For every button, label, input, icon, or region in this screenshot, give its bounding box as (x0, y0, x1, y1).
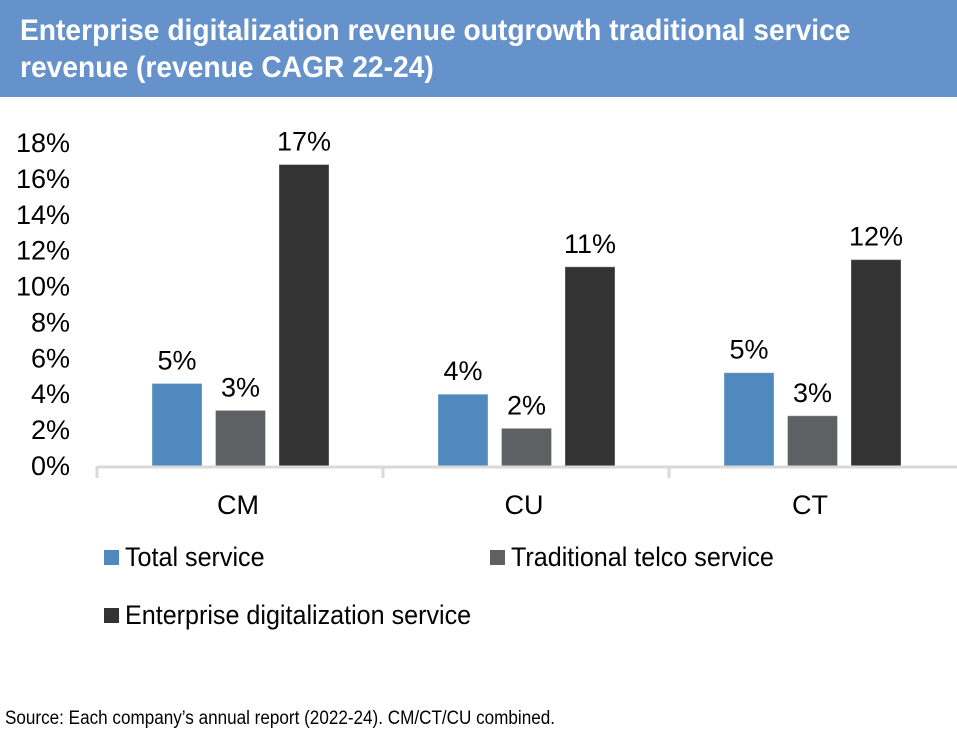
bar-cm-0 (151, 382, 203, 467)
x-tick-label: CM (217, 490, 259, 520)
data-label: 3% (793, 378, 832, 408)
bar-cm-1 (215, 409, 266, 467)
data-label: 12% (849, 222, 903, 252)
y-tick-label: 8% (31, 307, 70, 337)
data-label: 5% (729, 335, 768, 365)
legend-label: Enterprise digitalization service (125, 600, 472, 630)
bar-ct-2 (850, 259, 902, 467)
y-tick-label: 14% (16, 200, 70, 230)
legend: Total service Traditional telco service … (0, 530, 957, 650)
data-label: 4% (443, 356, 482, 386)
bar-cm-2 (278, 164, 330, 467)
x-tick-label: CT (792, 490, 828, 520)
y-axis: 0% 2% 4% 6% 8% 10% 12% 14% 16% 18% (16, 128, 70, 481)
y-tick-label: 18% (16, 128, 70, 158)
bar-cu-1 (501, 427, 552, 467)
y-tick-label: 2% (31, 415, 70, 445)
legend-label: Total service (125, 542, 265, 572)
chart-header: Enterprise digitalization revenue outgro… (0, 0, 957, 97)
legend-item-enterprise-digitalization-service: Enterprise digitalization service (104, 600, 497, 631)
data-label: 3% (221, 372, 260, 402)
legend-swatch (490, 550, 505, 565)
y-tick-label: 0% (31, 451, 70, 481)
bar-ct-1 (787, 415, 838, 467)
x-tick-label: CU (505, 490, 544, 520)
data-label: 5% (157, 345, 196, 375)
legend-swatch (104, 608, 119, 623)
data-label: 2% (507, 390, 546, 420)
bar-cu-2 (564, 266, 616, 467)
y-tick-label: 12% (16, 236, 70, 266)
source-note: Source: Each company’s annual report (20… (5, 708, 555, 729)
bars (151, 164, 902, 467)
legend-item-total-service: Total service (104, 542, 275, 573)
y-tick-label: 6% (31, 343, 70, 373)
bar-cu-0 (437, 393, 489, 467)
legend-item-traditional-telco-service: Traditional telco service (490, 542, 794, 573)
data-label: 11% (564, 229, 616, 259)
y-tick-label: 10% (16, 272, 70, 302)
x-axis: CM CU CT (95, 465, 957, 520)
y-tick-label: 16% (16, 164, 70, 194)
bar-ct-0 (723, 372, 775, 467)
data-labels: 5% 3% 17% 4% 2% 11% 5% 3% 12% (157, 127, 903, 421)
legend-label: Traditional telco service (511, 542, 774, 572)
bar-chart: 0% 2% 4% 6% 8% 10% 12% 14% 16% 18% 5% 3% 17% 4% 2% 11%… (16, 127, 957, 520)
chart-title: Enterprise digitalization revenue outgro… (20, 14, 851, 84)
legend-swatch (104, 550, 119, 565)
data-label: 17% (277, 127, 331, 157)
y-tick-label: 4% (31, 379, 70, 409)
